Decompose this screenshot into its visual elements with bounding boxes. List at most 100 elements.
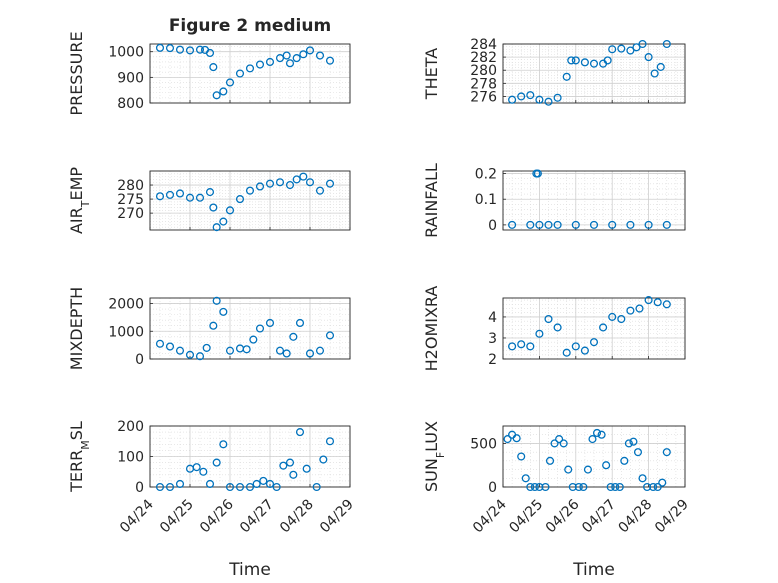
data-point [185, 350, 195, 359]
data-point [209, 321, 218, 330]
data-point [245, 186, 255, 195]
data-point [564, 465, 573, 474]
subplot-sun_flux: 0 500 SUNFLUX 04/2404/2504/2604/2704/2804/2… [422, 421, 692, 580]
x-tick-label: 04/28 [277, 497, 317, 537]
data-point [265, 179, 275, 188]
y-axis-label-tail: EMP [67, 167, 86, 201]
y-tick-label: 280 [470, 63, 497, 79]
data-point [526, 220, 535, 229]
data-point [550, 439, 559, 448]
data-point [620, 456, 629, 465]
y-tick-label: 1000 [108, 45, 144, 61]
data-point [225, 482, 235, 492]
data-point [626, 220, 635, 229]
data-point [255, 182, 265, 191]
y-axis-label-main: PRESSURE [67, 31, 86, 115]
data-point [315, 346, 325, 355]
axes-box [149, 170, 351, 231]
data-point [225, 78, 235, 87]
data-point [588, 435, 597, 444]
data-point [195, 45, 205, 54]
data-point [517, 92, 526, 101]
data-point [644, 296, 653, 305]
data-point [662, 220, 671, 229]
data-point [285, 458, 295, 467]
x-tick-label: 04/27 [579, 497, 619, 537]
data-point [574, 482, 583, 492]
data-point [571, 56, 580, 65]
data-point [658, 478, 667, 487]
data-point [624, 439, 633, 448]
data-point [305, 46, 315, 55]
data-point [225, 206, 235, 215]
data-point [662, 300, 671, 309]
data-point [653, 482, 662, 492]
y-tick-label: 4 [488, 310, 497, 326]
data-point [589, 338, 599, 347]
data-point [562, 72, 571, 81]
data-point [644, 53, 653, 62]
data-point [205, 479, 215, 489]
x-tick-label: 04/25 [157, 497, 197, 537]
data-point [526, 91, 535, 100]
data-point [185, 193, 195, 202]
data-point [279, 461, 288, 470]
data-point [526, 342, 535, 351]
data-point [589, 220, 599, 229]
data-point [165, 342, 175, 351]
axes-box [149, 425, 351, 488]
data-point [165, 44, 175, 53]
data-point [579, 482, 588, 492]
data-point [175, 45, 185, 54]
data-point [289, 470, 298, 479]
data-point [535, 95, 544, 104]
data-point [589, 59, 599, 68]
y-axis-label: SUNFLUX [422, 421, 447, 492]
data-point [195, 193, 205, 202]
x-tick-label: 04/24 [117, 496, 157, 536]
y-axis-label-subscript: M [79, 440, 92, 450]
data-point [638, 39, 647, 49]
y-tick-label: 270 [117, 206, 144, 222]
data-point [567, 56, 576, 65]
data-point [606, 482, 615, 492]
data-point [544, 314, 553, 324]
data-point [292, 175, 301, 184]
x-tick-label: 04/26 [543, 496, 583, 536]
y-axis-label-main: THETA [422, 48, 441, 100]
y-axis-label: AIRTEMP [67, 167, 92, 234]
data-point [633, 448, 643, 457]
data-point [638, 474, 647, 483]
data-point [571, 342, 580, 351]
subplot-mixdepth: 0 1000 2000 MIXDEPTH [67, 287, 351, 370]
data-point [295, 428, 305, 437]
data-point [219, 307, 228, 316]
y-axis-label: THETA [422, 48, 441, 100]
data-point [285, 180, 295, 190]
data-point [592, 428, 602, 438]
data-point [319, 455, 328, 464]
data-point [599, 323, 608, 332]
data-point [583, 465, 592, 474]
x-tick-label: 04/29 [652, 497, 692, 537]
y-axis-label-subscript: T [79, 200, 92, 208]
data-point [602, 461, 611, 470]
data-point [571, 220, 580, 229]
y-axis-label-main: TERR [67, 450, 86, 493]
data-point [315, 51, 325, 60]
data-point [662, 39, 671, 49]
subplot-rainfall: 0 0.1 0.2 RAINFALL [422, 163, 686, 238]
data-point [305, 349, 315, 358]
data-point [553, 323, 562, 332]
data-point [656, 62, 665, 71]
y-tick-label: 0 [488, 480, 497, 496]
y-tick-label: 282 [470, 50, 497, 66]
x-tick-label: 04/27 [237, 497, 277, 537]
data-point [175, 479, 185, 489]
y-axis-label: H2OMIXRA [422, 286, 441, 372]
x-tick-label: 04/26 [197, 496, 237, 536]
plot-area [150, 171, 350, 230]
data-point [617, 314, 626, 324]
data-point [212, 223, 221, 232]
data-point [289, 332, 298, 341]
